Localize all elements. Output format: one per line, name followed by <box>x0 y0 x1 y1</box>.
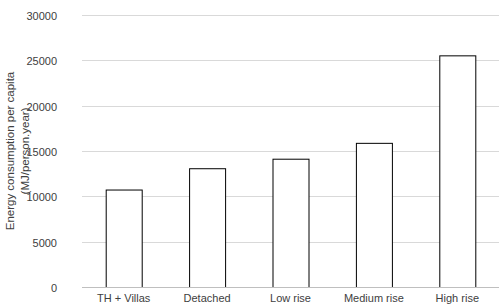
y-tick-label: 25000 <box>26 55 57 67</box>
y-axis-label: Energy consumption per capita(MJ/person.… <box>4 71 31 230</box>
y-axis-label-line: Energy consumption per capita <box>4 71 16 230</box>
bar <box>356 143 392 287</box>
y-tick-label: 30000 <box>26 10 57 22</box>
y-tick-label: 0 <box>51 282 57 294</box>
y-tick-label: 5000 <box>33 237 57 249</box>
x-tick-label: High rise <box>436 292 479 304</box>
bar <box>190 169 226 287</box>
bars <box>106 56 476 287</box>
bar <box>106 190 142 287</box>
x-tick-label: TH + Villas <box>97 292 151 304</box>
chart: 050001000015000200002500030000TH + Villa… <box>0 0 500 307</box>
grid-line <box>82 60 499 61</box>
grid-line <box>82 151 499 152</box>
y-axis-label-line: (MJ/person.year) <box>19 107 31 194</box>
grid-line <box>82 106 499 107</box>
x-tick-label: Detached <box>184 292 231 304</box>
x-tick-label: Medium rise <box>344 292 404 304</box>
grid-line <box>82 15 499 16</box>
x-axis-line <box>82 287 499 288</box>
bar <box>273 159 309 287</box>
x-tick-label: Low rise <box>270 292 311 304</box>
bar <box>440 56 476 287</box>
